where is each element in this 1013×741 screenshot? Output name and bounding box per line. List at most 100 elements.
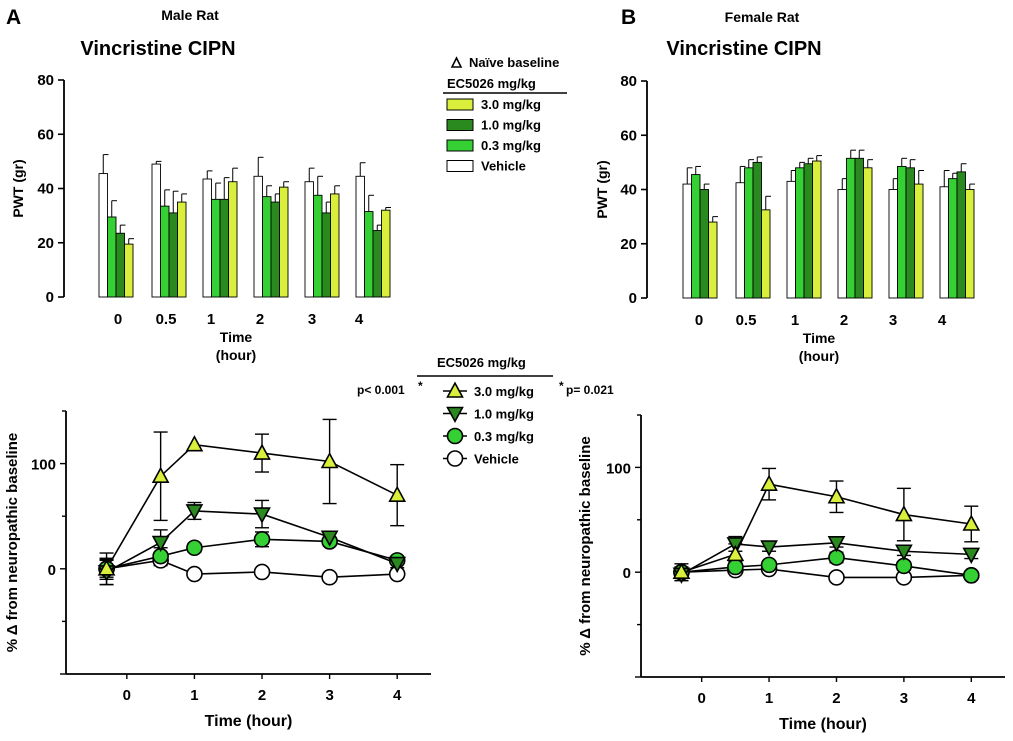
data-point — [828, 569, 845, 586]
legend-swatch — [446, 139, 474, 152]
pvalue-right: p= 0.021 — [566, 383, 614, 397]
y-tick-label: 20 — [37, 235, 54, 252]
bar — [124, 243, 134, 298]
bar — [752, 161, 762, 299]
y-tick-label: 40 — [37, 181, 54, 198]
legend-swatch — [446, 98, 474, 111]
x-tick-label: 1 — [190, 687, 198, 704]
data-point — [185, 504, 204, 521]
x-tick-label: 2 — [256, 311, 264, 328]
legend-marker — [446, 381, 464, 398]
pvalue-left: p< 0.001 — [357, 383, 405, 397]
x-tick-label: 1 — [207, 311, 215, 328]
x-tick-label: 3 — [900, 690, 908, 707]
data-point — [726, 544, 745, 562]
bar — [270, 201, 280, 298]
x-tick-label: 2 — [840, 312, 848, 329]
x-axis-label: Time — [803, 330, 836, 346]
bar — [304, 181, 314, 298]
bar — [321, 212, 331, 298]
y-tick-label: 80 — [620, 73, 637, 90]
bar — [699, 189, 709, 299]
legend-item-label: 3.0 mg/kg — [474, 384, 534, 399]
line-legend: EC5026 mg/kg p< 0.001 * * p= 0.021 3.0 m… — [357, 355, 614, 467]
x-tick-label: 4 — [967, 690, 976, 707]
data-point — [962, 567, 980, 584]
data-point — [672, 562, 691, 580]
bar — [735, 182, 745, 299]
data-point — [253, 443, 271, 460]
bar — [253, 175, 263, 298]
data-point — [253, 507, 271, 524]
bar — [956, 171, 966, 299]
y-tick-label: 60 — [37, 126, 54, 143]
data-point — [253, 563, 271, 581]
bar — [939, 186, 949, 299]
data-point — [760, 540, 778, 557]
bar — [691, 174, 701, 299]
legend-item-label: 0.3 mg/kg — [474, 429, 534, 444]
y-tick-label: 100 — [606, 460, 631, 477]
data-point — [321, 568, 338, 586]
series-line — [681, 568, 972, 579]
legend-item-label: 3.0 mg/kg — [481, 97, 541, 112]
data-point — [895, 544, 913, 561]
data-point — [320, 530, 339, 547]
legend-item-label: Vehicle — [474, 452, 519, 467]
bar — [177, 201, 187, 298]
triangle-icon — [450, 56, 463, 68]
bar — [905, 167, 915, 299]
bar — [761, 209, 771, 299]
x-tick-label: 3 — [889, 312, 897, 329]
y-tick-label: 20 — [620, 236, 637, 253]
x-axis-label: Time (hour) — [205, 713, 293, 730]
bar — [897, 165, 907, 299]
bar — [107, 216, 117, 298]
bar — [965, 189, 975, 299]
y-axis-label: % Δ from neuropathic baseline — [577, 436, 594, 655]
bar — [330, 193, 340, 298]
x-axis-label-unit: (hour) — [799, 348, 839, 364]
series-line — [105, 443, 398, 570]
y-tick-label: 80 — [37, 72, 54, 89]
series-line — [681, 542, 972, 575]
bar — [381, 209, 391, 298]
bar-legend: Naïve baseline EC5026 mg/kg 3.0 mg/kg 1.0… — [443, 55, 567, 174]
bar — [151, 163, 161, 298]
bar — [888, 189, 898, 299]
y-tick-label: 40 — [620, 182, 637, 199]
data-point — [962, 547, 981, 564]
bar — [279, 186, 289, 298]
x-tick-label: 0 — [697, 690, 705, 707]
bar — [364, 211, 374, 298]
legend-item-label: 1.0 mg/kg — [481, 118, 541, 133]
x-tick-label: 4 — [355, 311, 364, 328]
series-line — [106, 559, 398, 579]
x-tick-label: 2 — [258, 687, 266, 704]
pvalue-left-star: * — [418, 379, 423, 393]
y-tick-label: 0 — [623, 565, 631, 582]
legend-naive-label: Naïve baseline — [469, 55, 559, 70]
bar — [219, 198, 229, 298]
panel-letter-a: A — [6, 6, 21, 29]
x-axis-label-unit: (hour) — [216, 347, 256, 363]
data-point — [186, 565, 203, 583]
y-tick-label: 0 — [48, 562, 56, 579]
legend-item-label: 1.0 mg/kg — [474, 407, 534, 422]
x-axis-label: Time — [220, 329, 253, 345]
bar — [786, 180, 796, 299]
legend-marker — [446, 427, 464, 445]
x-tick-label: 1 — [791, 312, 799, 329]
x-tick-label: 2 — [832, 690, 840, 707]
bar — [708, 221, 718, 299]
data-point — [185, 435, 204, 452]
male-line-chart: 0 100 0 1 2 3 4 % Δ from neuropathic baseline Ti… — [4, 410, 431, 730]
x-tick-label: 3 — [308, 311, 316, 328]
y-tick-label: 60 — [620, 127, 637, 144]
bar — [211, 198, 221, 298]
data-point — [320, 451, 339, 469]
legend-marker — [446, 406, 464, 424]
data-point — [827, 487, 846, 504]
female-line-chart: 0 100 0 1 2 3 4 % Δ from neuropathic baseline Ti… — [577, 414, 1005, 733]
